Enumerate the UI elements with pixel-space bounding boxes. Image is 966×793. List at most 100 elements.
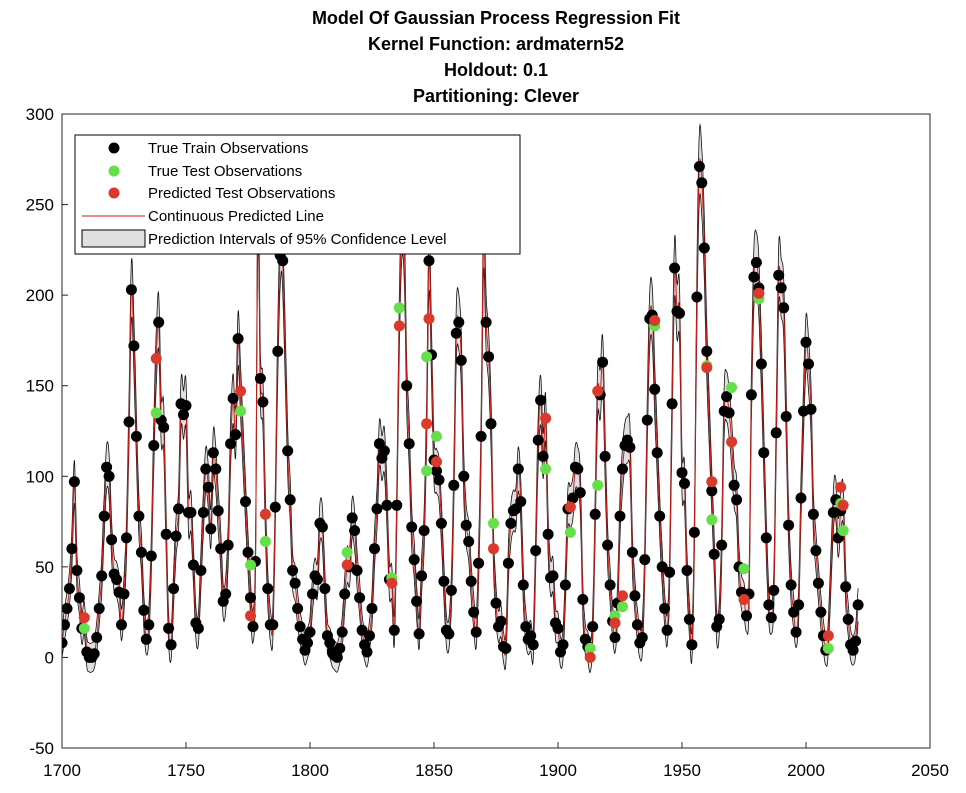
test-point — [726, 382, 738, 393]
predicted-test-point — [78, 612, 90, 624]
train-point — [599, 450, 611, 462]
train-point — [783, 519, 795, 531]
train-point — [693, 161, 705, 172]
test-point — [617, 601, 628, 613]
train-point — [334, 642, 346, 654]
legend: True Train Observations True Test Observ… — [74, 134, 521, 255]
title-line-4: Partitioning: Clever — [413, 86, 579, 106]
train-point — [98, 510, 110, 522]
predicted-test-point — [592, 385, 604, 397]
train-point — [698, 242, 710, 254]
train-point — [207, 447, 219, 459]
train-point — [455, 354, 467, 366]
train-point — [463, 536, 475, 547]
predicted-test-point — [386, 577, 398, 589]
train-point — [515, 496, 527, 508]
train-point — [222, 539, 234, 551]
predicted-test-point — [540, 412, 552, 424]
observation-points-layer — [62, 161, 864, 663]
train-point — [758, 447, 770, 459]
test-point — [421, 351, 433, 363]
test-point — [235, 405, 247, 417]
test-point — [488, 517, 499, 529]
x-tick-label: 1800 — [291, 761, 329, 780]
train-point — [240, 496, 251, 508]
x-tick-label: 2050 — [911, 761, 949, 780]
train-point — [760, 532, 772, 544]
train-point — [708, 548, 720, 560]
train-point — [785, 579, 797, 591]
train-point — [639, 554, 651, 566]
train-point — [304, 626, 316, 638]
train-point — [748, 271, 760, 283]
train-point — [192, 622, 204, 634]
train-point — [416, 570, 428, 582]
train-point — [669, 262, 681, 274]
train-point — [195, 565, 207, 576]
train-point — [666, 398, 678, 410]
legend-label-test: True Test Observations — [148, 163, 302, 180]
train-point — [840, 581, 852, 593]
train-point — [381, 499, 393, 511]
train-point — [361, 646, 373, 658]
x-tick-label: 1700 — [43, 761, 81, 780]
train-point — [609, 632, 621, 643]
train-point — [552, 622, 564, 634]
train-point — [512, 463, 524, 475]
train-point — [257, 396, 269, 408]
train-point — [111, 574, 123, 585]
train-point — [378, 445, 390, 457]
train-point — [517, 579, 529, 591]
train-point — [460, 519, 472, 531]
train-point — [716, 539, 728, 551]
predicted-test-point — [609, 617, 621, 629]
test-point — [393, 302, 405, 314]
test-point — [837, 525, 849, 537]
train-point — [485, 418, 497, 430]
train-point — [354, 592, 366, 604]
train-point — [227, 392, 239, 404]
train-point — [197, 507, 209, 518]
train-point — [408, 554, 420, 566]
train-point — [470, 626, 482, 638]
train-point — [103, 470, 115, 482]
predicted-test-point — [423, 313, 435, 325]
train-point — [448, 479, 460, 491]
train-point — [406, 521, 418, 533]
train-point — [200, 463, 212, 475]
train-point — [755, 358, 767, 370]
train-point — [130, 430, 142, 442]
train-point — [661, 624, 673, 636]
train-point — [292, 603, 304, 614]
train-point — [527, 639, 539, 651]
train-point — [143, 619, 155, 631]
train-point — [674, 307, 685, 319]
train-point — [745, 389, 757, 401]
test-point — [564, 526, 576, 538]
y-tick-label: 50 — [35, 558, 54, 577]
predicted-test-point — [564, 501, 576, 513]
train-point — [465, 575, 477, 587]
test-point — [78, 622, 90, 634]
predicted-test-point — [393, 320, 405, 332]
train-point — [287, 565, 299, 576]
train-point — [163, 622, 175, 634]
train-point — [475, 430, 487, 442]
predicted-test-point — [837, 499, 849, 511]
train-point — [210, 463, 222, 475]
legend-label-train: True Train Observations — [148, 140, 308, 157]
y-tick-label: 0 — [45, 648, 54, 667]
train-point — [153, 316, 165, 328]
train-point — [401, 380, 413, 392]
train-point — [180, 400, 192, 412]
train-point — [225, 438, 237, 450]
predicted-test-point — [706, 476, 718, 488]
train-point — [681, 565, 693, 576]
train-point — [604, 579, 616, 591]
train-point — [438, 575, 450, 587]
train-point — [688, 526, 700, 538]
train-point — [71, 565, 83, 576]
train-point — [502, 557, 514, 569]
predicted-test-point — [835, 481, 847, 493]
predicted-test-point — [584, 651, 596, 663]
